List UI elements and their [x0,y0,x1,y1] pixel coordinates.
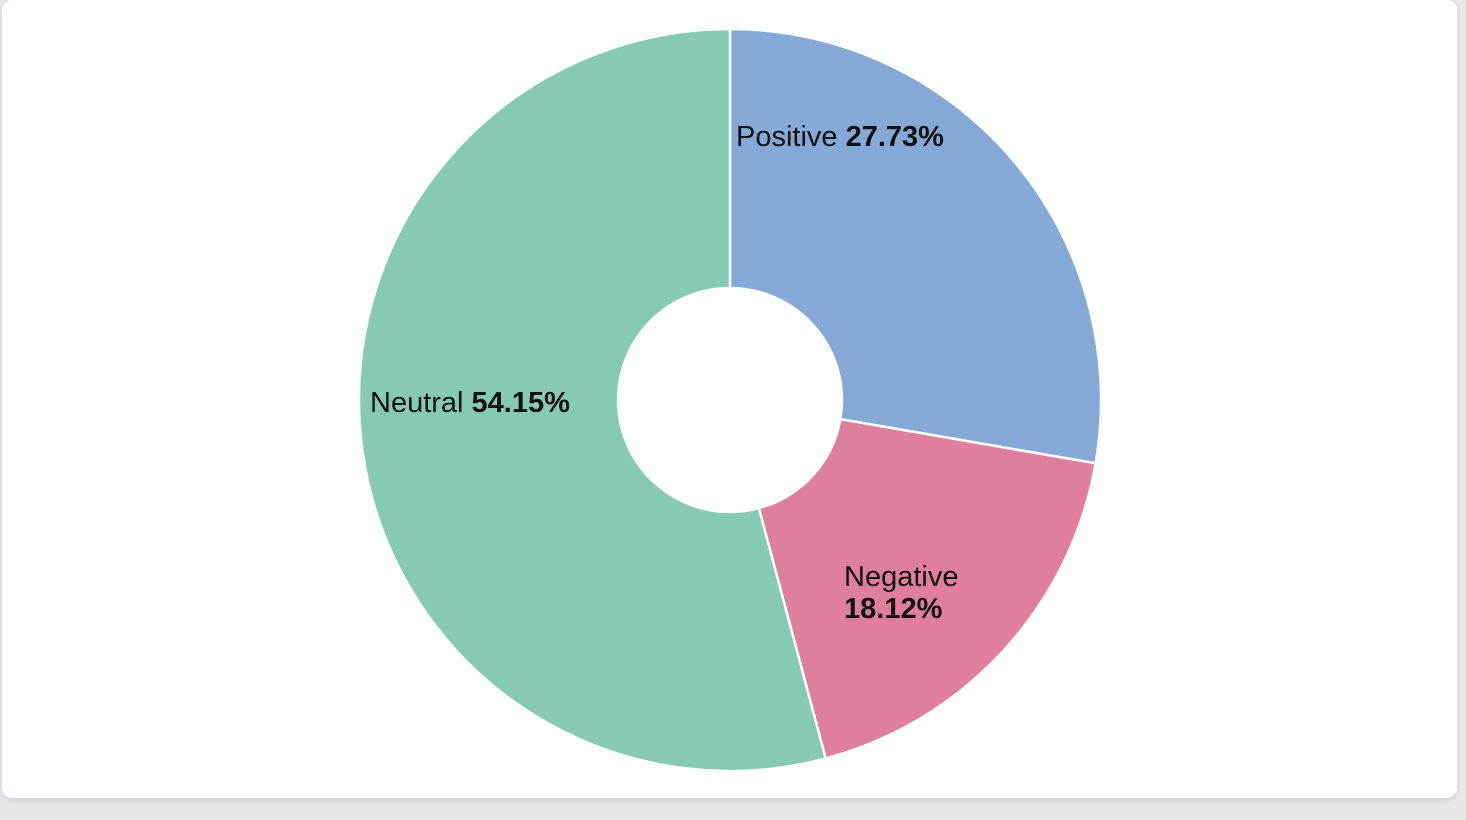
label-neutral: Neutral 54.15% [370,387,570,419]
label-value-negative: 18.12% [844,593,943,625]
chart-card: Positive 27.73% Negative 18.12% Neutral 54.… [2,0,1457,798]
label-negative: Negative 18.12% [844,561,958,625]
label-name-negative: Negative [844,561,958,593]
label-name-neutral: Neutral [370,387,472,419]
donut-chart: Positive 27.73% Negative 18.12% Neutral 54.… [357,27,1103,773]
label-value-neutral: 54.15% [472,387,571,419]
slice-negative[interactable] [757,417,1098,760]
label-positive: Positive 27.73% [736,121,944,153]
slices-group [357,27,1103,773]
slice-positive[interactable] [728,27,1103,465]
label-name-positive: Positive [736,121,846,153]
label-value-positive: 27.73% [846,121,945,153]
labels-group: Positive 27.73% Negative 18.12% Neutral 54.… [370,121,958,625]
slice-neutral[interactable] [357,27,828,773]
